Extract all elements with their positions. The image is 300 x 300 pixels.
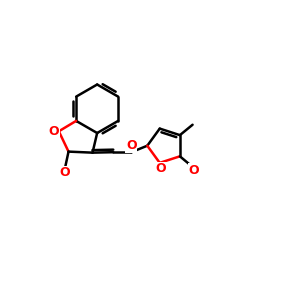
- Text: O: O: [156, 162, 166, 175]
- Text: O: O: [188, 164, 199, 177]
- Text: O: O: [126, 139, 137, 152]
- Text: O: O: [48, 125, 59, 138]
- Text: O: O: [60, 167, 70, 179]
